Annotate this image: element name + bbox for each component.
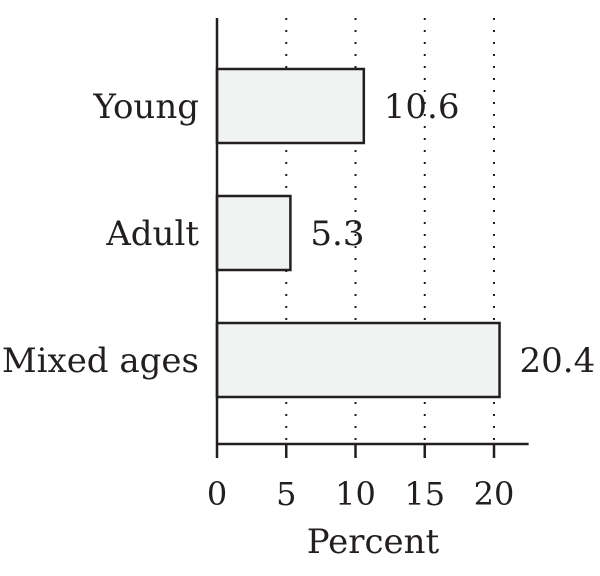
x-tick-label: 15 bbox=[404, 475, 445, 513]
value-label: 5.3 bbox=[310, 214, 364, 254]
x-tick-label: 5 bbox=[276, 475, 296, 513]
labels: 0 5 10 15 20 Young 10.6 Adult 5.3 Mixed ages 20.4 bbox=[2, 87, 595, 513]
x-tick-label: 20 bbox=[474, 475, 515, 513]
value-label: 10.6 bbox=[384, 87, 460, 127]
category-label: Adult bbox=[105, 214, 199, 254]
x-axis-ticks bbox=[215, 444, 496, 458]
category-label: Mixed ages bbox=[2, 341, 199, 381]
x-tick-label: 10 bbox=[335, 475, 376, 513]
bars bbox=[215, 67, 501, 399]
bar-young bbox=[215, 67, 366, 145]
x-axis-title: Percent bbox=[307, 522, 440, 562]
category-label: Young bbox=[92, 87, 199, 127]
bar-mixed-ages bbox=[215, 321, 501, 399]
bar-adult bbox=[215, 194, 292, 272]
value-label: 20.4 bbox=[520, 341, 596, 381]
x-tick-label: 0 bbox=[207, 475, 227, 513]
